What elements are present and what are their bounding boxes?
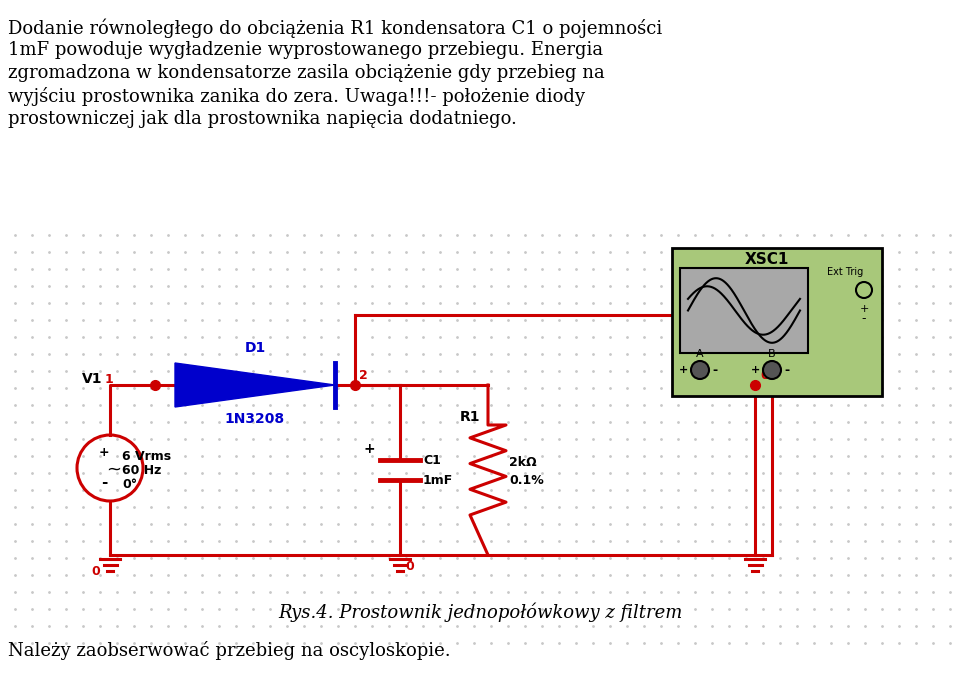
Text: -: - (101, 475, 108, 490)
Text: -: - (712, 363, 717, 376)
Text: zgromadzona w kondensatorze zasila obciążenie gdy przebieg na: zgromadzona w kondensatorze zasila obcią… (8, 64, 605, 82)
Text: Ext Trig: Ext Trig (827, 267, 863, 277)
Text: +: + (364, 442, 375, 456)
Text: 60 Hz: 60 Hz (122, 464, 161, 477)
FancyBboxPatch shape (680, 268, 808, 353)
Text: 2kΩ: 2kΩ (509, 455, 537, 469)
Text: XSC1: XSC1 (745, 251, 789, 267)
Text: 1mF: 1mF (423, 473, 453, 486)
Text: -: - (862, 312, 866, 325)
Circle shape (763, 361, 781, 379)
Text: 1mF powoduje wygładzenie wyprostowanego przebiegu. Energia: 1mF powoduje wygładzenie wyprostowanego … (8, 41, 603, 59)
Text: D1: D1 (245, 341, 266, 355)
Text: 0: 0 (91, 565, 101, 578)
Text: ~: ~ (107, 461, 122, 479)
Text: -: - (784, 363, 789, 376)
Polygon shape (175, 363, 335, 407)
Text: B: B (768, 349, 776, 359)
Text: Należy zaobserwować przebieg na oscyloskopie.: Należy zaobserwować przebieg na oscylosk… (8, 640, 450, 660)
Text: +: + (99, 445, 109, 458)
Text: 1N3208: 1N3208 (225, 412, 285, 426)
Text: Rys.4. Prostownik jednopołówkowy z filtrem: Rys.4. Prostownik jednopołówkowy z filtr… (277, 602, 683, 622)
Text: +: + (859, 304, 869, 314)
Text: 0: 0 (405, 560, 414, 573)
Text: 1: 1 (105, 372, 113, 385)
Text: Dodanie równoległego do obciążenia R1 kondensatora C1 o pojemności: Dodanie równoległego do obciążenia R1 ko… (8, 18, 662, 38)
FancyBboxPatch shape (672, 248, 882, 396)
Text: 2: 2 (359, 368, 368, 381)
Text: prostowniczej jak dla prostownika napięcia dodatniego.: prostowniczej jak dla prostownika napięc… (8, 110, 516, 128)
Text: 0°: 0° (122, 477, 137, 491)
Text: wyjściu prostownika zanika do zera. Uwaga!!!- położenie diody: wyjściu prostownika zanika do zera. Uwag… (8, 87, 585, 106)
Text: C1: C1 (423, 453, 441, 466)
Circle shape (691, 361, 709, 379)
Text: +: + (751, 365, 760, 375)
Text: V1: V1 (82, 372, 103, 386)
Text: 0.1%: 0.1% (509, 473, 543, 486)
Text: +: + (679, 365, 688, 375)
Text: 6 Vrms: 6 Vrms (122, 449, 171, 462)
Text: A: A (696, 349, 704, 359)
Text: R1: R1 (460, 410, 481, 424)
Text: 0: 0 (760, 368, 769, 381)
